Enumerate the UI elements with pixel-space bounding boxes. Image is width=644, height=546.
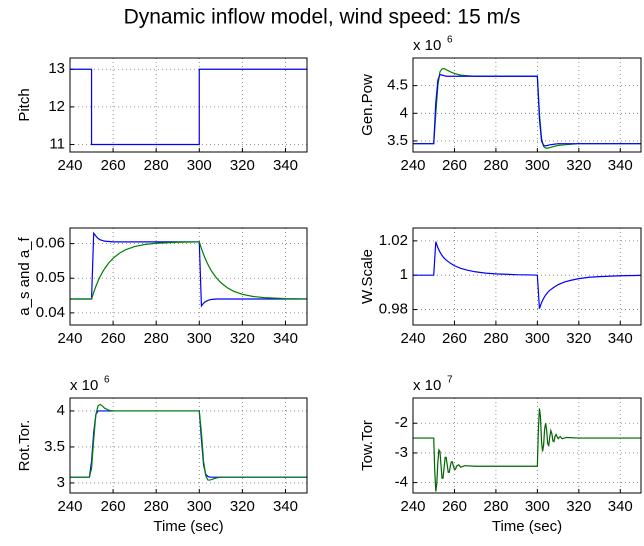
y-tick-label: 11 [49, 135, 65, 152]
x-tick-label: 340 [273, 157, 298, 174]
plot-frame [412, 397, 642, 494]
x-tick-label: 240 [400, 498, 425, 515]
y-axis-label: Rot.Tor. [16, 420, 33, 472]
x-tick-label: 300 [525, 498, 550, 515]
series-line [70, 68, 307, 146]
y-tick-label: 4.5 [387, 77, 408, 94]
x-tick-label: 320 [230, 498, 255, 515]
y-tick-label: 3.5 [387, 132, 408, 149]
x-tick-label: 300 [525, 330, 550, 347]
y-tick-label: 3.5 [44, 438, 65, 455]
x-axis-label: Time (sec) [153, 518, 223, 535]
y-tick-label: 1 [400, 266, 408, 283]
x-tick-label: 320 [566, 157, 591, 174]
x-tick-label: 300 [525, 157, 550, 174]
series-line [70, 410, 307, 478]
series-line [70, 241, 308, 300]
y-axis-label: a_s and a_f [16, 236, 33, 315]
plot-frame [69, 57, 308, 153]
x-tick-label: 240 [400, 330, 425, 347]
x-tick-label: 260 [442, 498, 467, 515]
x-tick-label: 260 [101, 157, 126, 174]
x-tick-label: 320 [566, 330, 591, 347]
x-tick-label: 280 [144, 157, 169, 174]
y-tick-label: -2 [395, 414, 408, 431]
figure-title: Dynamic inflow model, wind speed: 15 m/s [124, 6, 521, 29]
x-tick-label: 260 [101, 330, 126, 347]
y-axis-label: Gen.Pow [359, 74, 376, 136]
y-tick-label: 4 [57, 402, 65, 419]
x-tick-label: 280 [483, 498, 508, 515]
series-line [413, 408, 641, 492]
x-tick-label: 340 [273, 330, 298, 347]
axis-multiplier-exponent: 6 [104, 375, 110, 386]
y-tick-label: 0.98 [379, 301, 408, 318]
series-line [70, 403, 307, 481]
x-tick-label: 320 [230, 157, 255, 174]
x-tick-label: 280 [483, 330, 508, 347]
plot-frame [69, 227, 308, 326]
y-tick-label: 13 [48, 60, 65, 77]
y-axis-label: Pitch [16, 88, 33, 121]
y-axis-label: Tow.Tor [359, 420, 376, 471]
axis-multiplier: x 10 [413, 37, 441, 54]
x-tick-label: 340 [273, 498, 298, 515]
x-tick-label: 240 [400, 157, 425, 174]
x-tick-label: 340 [608, 330, 633, 347]
x-tick-label: 280 [483, 157, 508, 174]
x-tick-label: 260 [101, 498, 126, 515]
y-tick-label: -3 [395, 444, 408, 461]
x-tick-label: 240 [57, 498, 82, 515]
x-tick-label: 320 [230, 330, 255, 347]
series-line [413, 73, 641, 147]
x-axis-label: Time (sec) [492, 518, 562, 535]
series-line [413, 67, 641, 149]
axis-multiplier: x 10 [413, 377, 441, 394]
x-tick-label: 340 [608, 498, 633, 515]
series-line [413, 241, 642, 309]
x-tick-label: 340 [608, 157, 633, 174]
y-axis-label: W.Scale [359, 249, 376, 304]
y-tick-label: 4 [400, 104, 408, 121]
x-tick-label: 280 [144, 330, 169, 347]
plot-frame [69, 397, 308, 494]
x-tick-label: 320 [566, 498, 591, 515]
axis-multiplier-exponent: 6 [447, 35, 453, 46]
x-tick-label: 260 [442, 157, 467, 174]
y-tick-label: 12 [48, 98, 65, 115]
y-tick-label: 3 [57, 474, 65, 491]
y-tick-label: 0.04 [36, 304, 65, 321]
plot-frame [412, 227, 642, 326]
x-tick-label: 300 [187, 157, 212, 174]
x-tick-label: 240 [57, 330, 82, 347]
series-line [70, 231, 307, 308]
y-tick-label: -4 [395, 474, 408, 491]
y-tick-label: 1.02 [379, 232, 408, 249]
axis-multiplier: x 10 [70, 377, 98, 394]
plot-frame [412, 57, 642, 153]
x-tick-label: 280 [144, 498, 169, 515]
axis-multiplier-exponent: 7 [447, 375, 453, 386]
x-tick-label: 300 [187, 498, 212, 515]
y-tick-label: 0.06 [36, 235, 65, 252]
x-tick-label: 260 [442, 330, 467, 347]
y-tick-label: 0.05 [36, 269, 65, 286]
x-tick-label: 300 [187, 330, 212, 347]
x-tick-label: 240 [57, 157, 82, 174]
